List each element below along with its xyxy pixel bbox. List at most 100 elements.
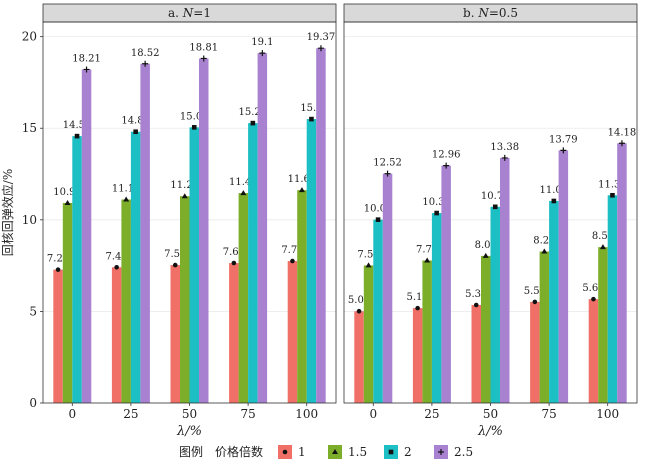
bar — [354, 311, 364, 403]
legend-title: 价格倍数 — [215, 444, 263, 459]
bar-marker — [473, 302, 479, 308]
bar — [539, 251, 550, 403]
bar — [111, 267, 122, 403]
panel-a: 7.28 10.92 14.57 18.21 0 7.41 11.11 14.81 18.52 2… — [42, 3, 337, 439]
bar — [441, 165, 451, 403]
bar-marker — [240, 190, 247, 196]
panel-border — [343, 21, 638, 404]
data-label: 12.52 — [373, 158, 402, 169]
data-label: 7.75 — [281, 245, 303, 256]
bar — [62, 202, 73, 403]
data-label: 11.11 — [112, 183, 141, 194]
bar-marker — [482, 252, 489, 258]
bar-marker — [501, 154, 508, 161]
panel-b: 5.01 7.51 10.01 12.52 0 5.18 7.78 10.37 12.96 25 5… — [343, 3, 638, 439]
data-label: 11.46 — [229, 177, 258, 188]
y-tick-label: 15 — [22, 121, 37, 135]
bar-marker — [133, 129, 138, 135]
bar-marker — [365, 262, 372, 268]
bar-marker — [434, 210, 439, 216]
data-label: 13.38 — [490, 142, 519, 153]
legend-item-2: 2 — [384, 445, 412, 459]
bar-marker — [492, 204, 498, 210]
bar — [248, 123, 258, 403]
bar — [382, 173, 393, 403]
data-label: 11.62 — [288, 174, 317, 185]
bar-marker — [259, 50, 266, 57]
data-label: 5.52 — [524, 286, 546, 297]
bar-marker — [618, 140, 625, 147]
data-label: 18.21 — [72, 53, 101, 64]
bar — [229, 263, 239, 403]
y-axis-title: 回核回弹效应/% — [0, 169, 15, 256]
data-label: 7.53 — [164, 249, 186, 260]
bar-marker — [375, 217, 381, 222]
legend-item-1.5: 1.5 — [328, 445, 367, 459]
legend-label: 1 — [298, 445, 306, 459]
bar — [500, 157, 510, 403]
bar — [121, 199, 131, 403]
legend-label: 2 — [404, 445, 412, 459]
data-label: 8.03 — [475, 240, 497, 251]
bar — [422, 260, 432, 403]
bar — [412, 308, 423, 403]
bar — [431, 213, 442, 403]
panel-border — [42, 21, 337, 404]
bar — [481, 255, 491, 403]
data-label: 19.37 — [307, 32, 336, 43]
legend-marker — [388, 449, 394, 455]
bar-marker — [591, 296, 596, 302]
data-label: 19.1 — [251, 37, 273, 48]
data-label: 13.79 — [549, 134, 578, 145]
bar — [558, 150, 569, 403]
y-tick-label: 10 — [22, 213, 37, 227]
bar-marker — [532, 299, 538, 305]
bar-marker — [64, 199, 71, 205]
legend-marker — [332, 449, 338, 454]
bar — [607, 195, 618, 403]
bar-marker — [83, 66, 90, 73]
bar-marker — [309, 116, 314, 122]
data-label: 7.41 — [106, 251, 128, 262]
y-tick-label: 20 — [22, 30, 37, 44]
bar-marker — [114, 264, 119, 270]
bar — [363, 265, 374, 403]
legend-item-2.5: 2.5 — [434, 445, 473, 459]
x-tick-label: 75 — [240, 407, 255, 421]
legend-label: 2.5 — [454, 445, 473, 459]
bar — [199, 58, 209, 403]
bar-marker — [298, 187, 305, 193]
bar-marker — [231, 260, 237, 266]
bar — [471, 305, 481, 403]
x-tick-label: 25 — [424, 407, 439, 421]
x-axis-title: λ/% — [176, 424, 202, 439]
bar — [316, 48, 326, 403]
x-tick-label: 50 — [182, 407, 197, 421]
legend-marker — [282, 449, 288, 455]
bar-marker — [290, 258, 295, 264]
bar-marker — [172, 262, 178, 268]
bar-marker — [191, 125, 197, 130]
bar — [490, 206, 500, 403]
data-label: 5.18 — [407, 292, 429, 303]
data-label: 11.03 — [540, 185, 569, 196]
data-label: 7.78 — [416, 244, 438, 255]
data-label: 5.35 — [465, 289, 487, 300]
bar — [306, 119, 317, 404]
bar — [72, 136, 82, 403]
x-tick-label: 0 — [369, 407, 377, 421]
bar-marker — [142, 60, 149, 67]
data-label: 8.51 — [592, 231, 614, 242]
data-label: 15.5 — [300, 103, 322, 114]
panel-title-b: b. N=0.5 — [463, 6, 518, 20]
x-tick-label: 0 — [68, 407, 76, 421]
data-label: 10.01 — [364, 204, 393, 215]
x-tick-label: 50 — [483, 407, 498, 421]
legend: 图例 价格倍数 — [179, 444, 263, 459]
x-tick-label: 100 — [596, 407, 619, 421]
data-label: 15.05 — [180, 111, 209, 122]
bar-marker — [610, 192, 615, 198]
x-tick-label: 25 — [123, 407, 138, 421]
